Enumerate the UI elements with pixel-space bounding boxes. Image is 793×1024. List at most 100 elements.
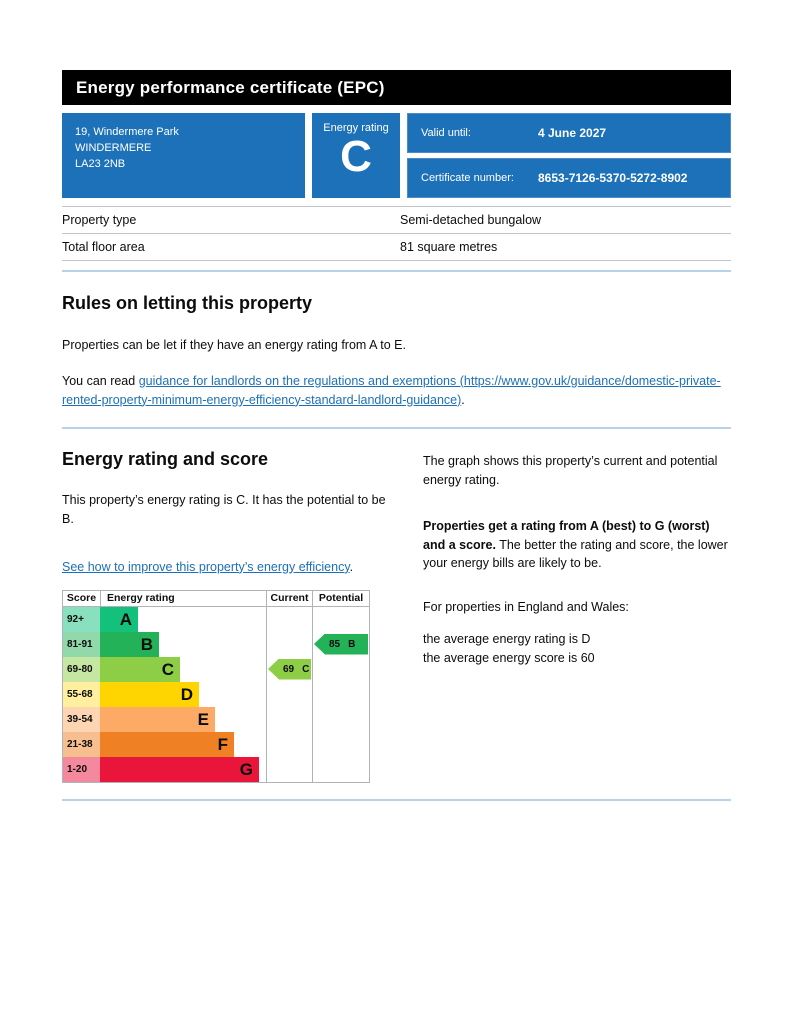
average-stats: the average energy rating is D the avera… [423,630,731,669]
average-rating-line: the average energy rating is D [423,631,591,646]
potential-column-cell [312,756,369,782]
valid-until-label: Valid until: [421,127,471,139]
current-column-cell [266,756,312,782]
band-letter: E [197,709,209,729]
rules-heading: Rules on letting this property [62,293,313,313]
landlord-guidance-link[interactable]: guidance for landlords on the regulation… [62,373,721,407]
valid-until-row: Valid until: 4 June 2027 [407,113,731,153]
band-score-cell: 92+ [63,606,100,632]
potential-column-cell: 85 B [312,631,369,657]
energy-rating-label: Energy rating [323,122,389,134]
certificate-number-value: 8653-7126-5370-5272-8902 [538,171,688,185]
floor-area-value: 81 square metres [400,240,498,254]
improve-efficiency-link[interactable]: See how to improve this property’s energ… [62,559,350,574]
potential-column-cell [312,731,369,757]
property-type-label: Property type [62,213,137,227]
floor-area-label: Total floor area [62,240,145,254]
document-content: Energy performance certificate (EPC) 19,… [62,70,731,801]
epc-band-row: 69-80 C 69 C [63,656,369,682]
current-column-cell [266,681,312,707]
potential-column-cell [312,656,369,682]
potential-column-cell [312,706,369,732]
band-letter: F [217,734,228,754]
average-score-line: the average energy score is 60 [423,651,595,666]
epc-band-row: 39-54 E [63,706,369,732]
current-rating-arrow-letter: C [302,663,310,675]
band-bar: D [100,681,199,707]
current-rating-arrow-score: 69 [283,663,295,675]
current-column-cell [266,606,312,632]
band-letter: C [161,659,174,679]
band-score-cell: 1-20 [63,756,100,782]
section-divider [62,798,731,801]
epc-band-row: 92+ A [63,606,369,632]
potential-column-cell [312,606,369,632]
rating-column-header: Energy rating [100,590,266,606]
rating-explainer-paragraph: Properties get a rating from A (best) to… [423,517,731,573]
band-score-cell: 21-38 [63,731,100,757]
page-title: Energy performance certificate (EPC) [76,77,385,97]
address-line-3: LA23 2NB [75,157,126,170]
epc-chart-body: 92+ A 81-91 B 85 B 69-80 C 69 C 55-68 D 39-54 E 21-38 F… [62,606,370,783]
epc-band-row: 81-91 B 85 B [63,631,369,657]
rating-summary-paragraph: This property’s energy rating is C. It h… [62,493,386,526]
rules-paragraph: Properties can be let if they have an en… [62,338,406,352]
rating-explainer-rest: The better the rating and score, the low… [423,537,728,571]
band-bar-area: B [100,631,266,657]
property-type-value: Semi-detached bungalow [400,213,542,227]
potential-column-cell [312,681,369,707]
valid-until-value: 4 June 2027 [538,126,607,140]
summary-panel: 19, Windermere Park WINDERMERE LA23 2NB … [62,113,731,198]
band-letter: B [140,634,153,654]
band-bar: A [100,606,138,632]
epc-band-row: 1-20 G [63,756,369,782]
epc-band-row: 55-68 D [63,681,369,707]
improve-paragraph: See how to improve this property’s energ… [62,558,392,577]
current-column-header: Current [266,590,312,606]
energy-rating-value: C [340,132,372,181]
certificate-info-boxes: Valid until: 4 June 2027 Certificate num… [407,113,731,198]
band-score-cell: 55-68 [63,681,100,707]
band-bar-area: A [100,606,266,632]
potential-rating-arrow-letter: B [348,638,356,650]
current-column-cell [266,731,312,757]
address-line-2: WINDERMERE [75,141,152,154]
guidance-suffix: . [461,392,465,407]
rating-explainer-bold: Properties get a rating from A (best) to… [423,518,710,552]
epc-band-row: 21-38 F [63,731,369,757]
rating-left-column: Energy rating and score This property’s … [62,449,392,783]
address-line-1: 19, Windermere Park [75,126,179,138]
band-bar: E [100,706,215,732]
band-letter: D [180,684,193,704]
current-rating-arrow: 69 C [268,658,311,680]
improve-suffix: . [349,559,354,574]
band-bar: C [100,656,180,682]
graph-description-paragraph: The graph shows this property’s current … [423,454,718,487]
rating-heading: Energy rating and score [62,449,269,470]
potential-rating-arrow: 85 B [314,633,368,655]
current-column-cell [266,631,312,657]
section-divider [62,270,731,272]
certificate-number-label: Certificate number: [421,172,514,184]
certificate-number-row: Certificate number: 8653-7126-5370-5272-… [407,158,731,198]
energy-rating-box: Energy rating C [312,113,400,198]
band-letter: G [239,759,253,779]
current-column-cell: 69 C [266,656,312,682]
rating-right-column: The graph shows this property’s current … [423,449,731,782]
guidance-prefix: You can read [62,373,139,388]
band-score-cell: 81-91 [63,631,100,657]
table-row: Total floor area 81 square metres [62,234,731,261]
band-score-cell: 69-80 [63,656,100,682]
guidance-paragraph: You can read guidance for landlords on t… [62,372,731,410]
band-score-cell: 39-54 [63,706,100,732]
band-bar-area: D [100,681,266,707]
energy-rating-chart: Score Energy rating Current Potential 92… [62,589,370,783]
property-details-table: Property type Semi-detached bungalow Tot… [62,206,731,261]
england-wales-paragraph: For properties in England and Wales: [423,600,629,614]
table-row: Property type Semi-detached bungalow [62,207,731,234]
band-bar-area: E [100,706,266,732]
band-bar: G [100,756,259,782]
score-column-header: Score [66,591,97,604]
section-divider [62,427,731,430]
